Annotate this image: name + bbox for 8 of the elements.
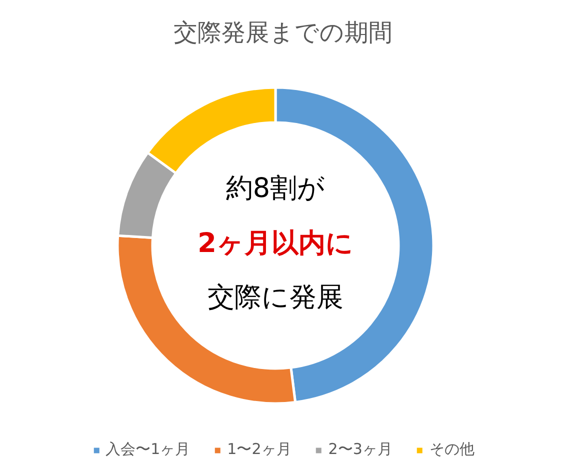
legend-label: その他 [429,440,474,459]
legend-label: 入会〜1ヶ月 [106,440,190,459]
legend-label: 1〜2ヶ月 [227,440,292,459]
text: 約8割が [226,173,326,204]
text: 交際に発展 [208,282,344,313]
text: 2ヶ月以内に [198,228,354,259]
chart-title: 交際発展までの期間 [174,18,392,46]
legend-label: 2〜3ヶ月 [328,440,392,459]
